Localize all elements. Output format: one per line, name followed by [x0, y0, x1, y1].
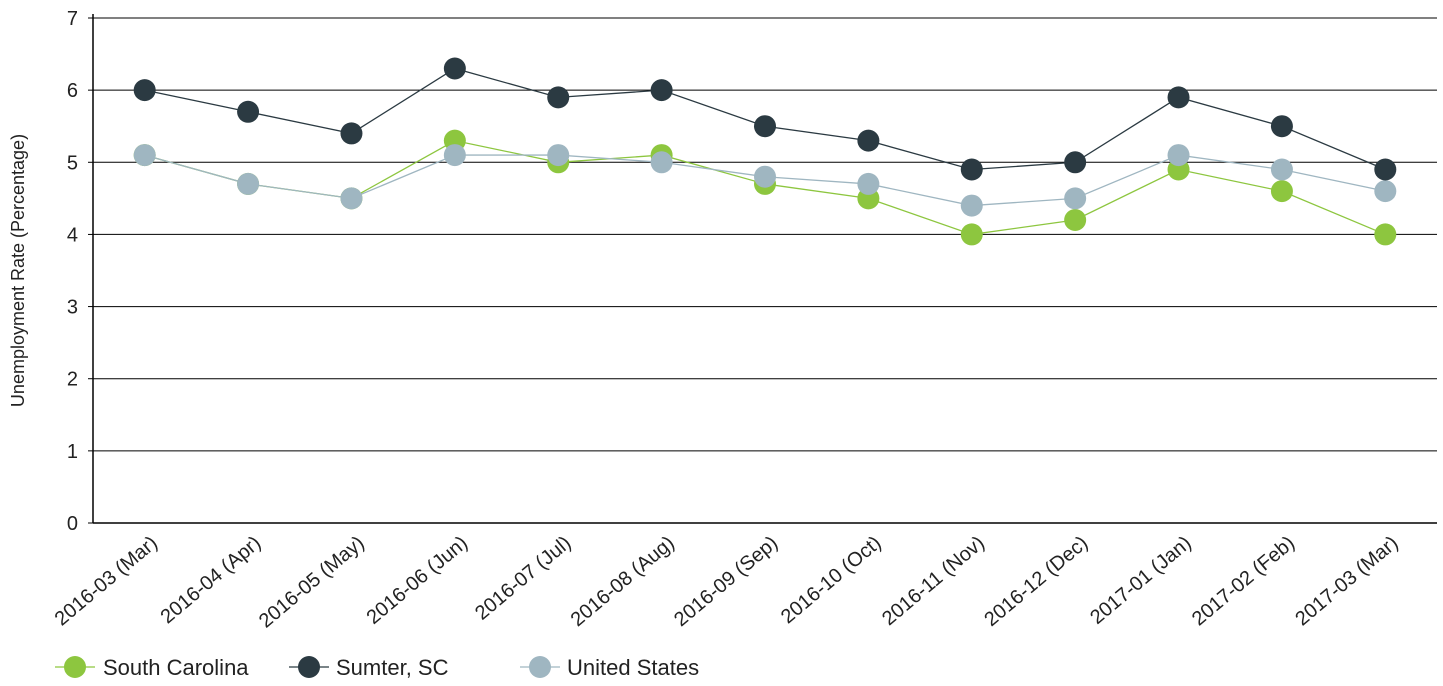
- x-tick-label: 2016-06 (Jun): [363, 532, 473, 629]
- y-tick-label: 0: [67, 513, 78, 535]
- data-point: [1167, 144, 1190, 167]
- series-sumter-sc: [133, 57, 1397, 181]
- y-tick-label: 7: [67, 8, 78, 30]
- data-point: [1374, 223, 1397, 246]
- data-point: [754, 115, 776, 138]
- legend-item: South Carolina: [55, 655, 249, 680]
- legend-marker: [298, 656, 320, 678]
- y-tick-label: 1: [67, 441, 78, 463]
- data-point: [650, 151, 673, 174]
- data-point: [1270, 180, 1293, 203]
- data-point: [547, 86, 570, 109]
- x-tick-label: 2017-01 (Jan): [1086, 532, 1196, 629]
- legend-marker: [529, 656, 551, 678]
- x-tick-label: 2016-12 (Dec): [980, 532, 1092, 631]
- data-point: [1270, 115, 1293, 138]
- legend-label: South Carolina: [103, 655, 249, 680]
- gridlines: [93, 17, 1437, 452]
- legend: South Carolina Sumter, SC United States: [55, 655, 699, 680]
- data-point: [960, 194, 983, 217]
- data-point: [857, 129, 880, 152]
- x-tick-label: 2017-02 (Feb): [1188, 532, 1299, 630]
- x-tick-label: 2016-04 (Apr): [157, 532, 266, 628]
- x-tick-label: 2016-08 (Aug): [567, 532, 679, 631]
- y-axis-label: Unemployment Rate (Percentage): [8, 134, 28, 407]
- data-point: [340, 187, 363, 210]
- y-tick-label: 4: [67, 224, 78, 246]
- data-point: [547, 144, 570, 167]
- data-point: [754, 165, 776, 188]
- data-point: [1064, 209, 1087, 231]
- legend-item: United States: [520, 655, 699, 680]
- x-tick-label: 2016-10 (Oct): [777, 532, 886, 628]
- x-tick-label: 2017-03 (Mar): [1291, 532, 1402, 630]
- x-tick-label: 2016-07 (Jul): [471, 532, 575, 625]
- y-tick-label: 6: [67, 80, 78, 102]
- data-point: [340, 122, 363, 145]
- y-tick-labels: 0 1 2 3 4 5 6 7: [67, 8, 78, 535]
- data-point: [1374, 180, 1397, 203]
- series-united-states: [133, 144, 1397, 217]
- data-point: [443, 57, 466, 80]
- data-point: [857, 172, 880, 195]
- x-tick-label: 2016-09 (Sep): [670, 532, 782, 631]
- data-point: [133, 79, 156, 102]
- legend-label: United States: [567, 655, 699, 680]
- x-tick-label: 2016-03 (Mar): [51, 532, 162, 630]
- x-tick-label: 2016-05 (May): [255, 532, 369, 632]
- y-tick-label: 2: [67, 369, 78, 391]
- y-tick-label: 3: [67, 297, 78, 319]
- data-point: [133, 144, 156, 167]
- legend-item: Sumter, SC: [289, 655, 449, 680]
- x-tick-labels: 2016-03 (Mar)2016-04 (Apr)2016-05 (May)2…: [51, 532, 1403, 632]
- data-point: [1374, 158, 1397, 181]
- data-point: [1064, 187, 1087, 210]
- data-point: [960, 223, 983, 246]
- x-tick-label: 2016-11 (Nov): [878, 532, 989, 630]
- data-point: [1167, 86, 1190, 109]
- data-point: [650, 79, 673, 102]
- data-point: [960, 158, 983, 181]
- y-tick-label: 5: [67, 152, 78, 174]
- data-point: [237, 100, 260, 123]
- axes: [88, 14, 1437, 524]
- legend-marker: [64, 656, 86, 678]
- data-point: [443, 144, 466, 167]
- series-group: [133, 57, 1397, 246]
- data-point: [1064, 151, 1087, 174]
- data-point: [237, 172, 260, 195]
- legend-label: Sumter, SC: [336, 655, 449, 680]
- data-point: [1270, 158, 1293, 181]
